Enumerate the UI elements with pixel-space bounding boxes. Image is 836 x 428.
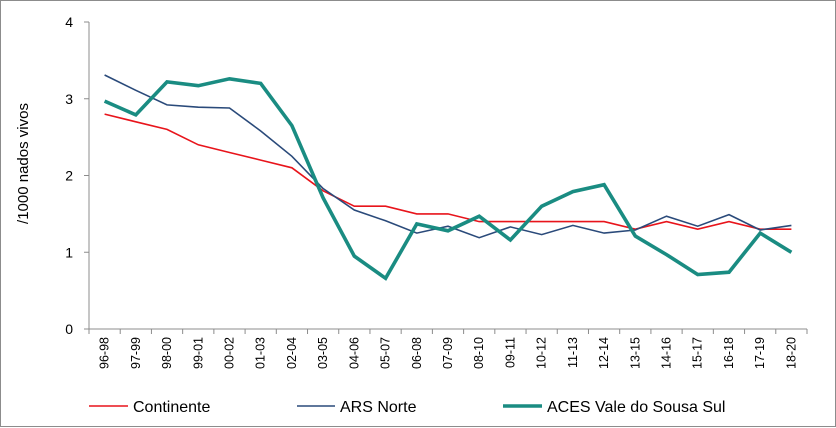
x-tick-label: 15-17 [691,337,705,369]
x-tick-label: 07-09 [441,337,455,369]
legend-label: ACES Vale do Sousa Sul [547,399,725,416]
x-tick-label: 12-14 [597,337,611,369]
x-tick-label: 97-99 [129,337,143,369]
x-tick-label: 18-20 [784,337,798,369]
legend: Continente ARS Norte ACES Vale do Sousa Su… [89,399,725,416]
y-tick-label: 4 [65,14,73,30]
y-tick-label: 3 [65,91,73,107]
y-axis-title: /1000 nados vivos [15,103,32,224]
series-line-ars-norte [104,74,792,239]
x-tick-label: 14-16 [660,337,674,369]
x-tick-label: 06-08 [410,337,424,369]
legend-label: ARS Norte [340,399,417,416]
x-tick-label: 96-98 [98,337,112,369]
x-tick-label: 99-01 [191,337,205,369]
x-tick-label: 13-15 [628,337,642,369]
series-lines [103,74,793,281]
series-line-continente [104,113,792,231]
series-line-aces-vale-do-sousa-sul [103,76,793,281]
x-tick-label: 11-13 [566,337,580,368]
x-tick-label: 10-12 [535,337,549,369]
axes: 0 1 2 3 4 96-98 97-99 98-00 99-01 00-02 01-03 02-04… [65,14,808,369]
x-tick-label: 09-11 [503,337,517,368]
y-tick-label: 1 [65,244,73,260]
x-tick-label: 00-02 [222,337,236,369]
x-tick-label: 01-03 [254,337,268,369]
y-tick-label: 0 [65,321,73,337]
x-tick-label: 03-05 [316,337,330,369]
legend-label: Continente [133,399,210,416]
x-tick-label: 05-07 [379,337,393,369]
x-tick-label: 02-04 [285,337,299,369]
x-tick-label: 98-00 [160,337,174,369]
x-tick-label: 04-06 [347,337,361,369]
x-tick-label: 17-19 [753,337,767,369]
x-tick-label: 08-10 [472,337,486,369]
x-tick-label: 16-18 [722,337,736,369]
y-tick-label: 2 [65,168,73,184]
